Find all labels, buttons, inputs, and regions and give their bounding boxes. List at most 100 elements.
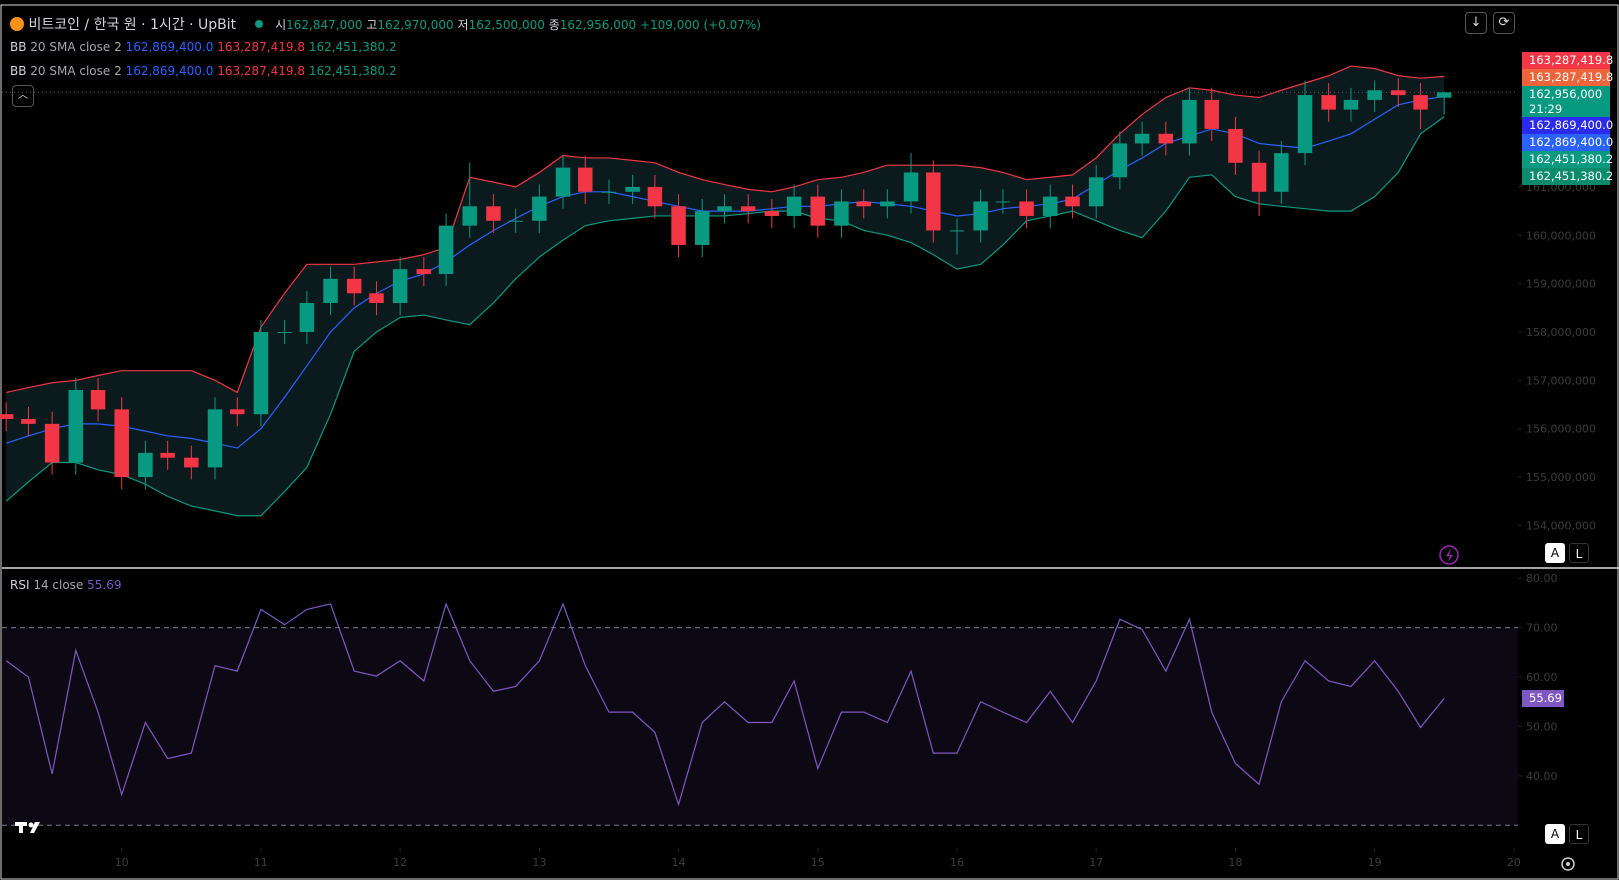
x-tick-label: 20: [1507, 856, 1521, 869]
price-badge: 162,451,380.2: [1522, 151, 1613, 168]
y-tick-label: 155,000,000: [1526, 471, 1596, 484]
price-badge-label: 163,287,419.8: [1529, 53, 1614, 67]
candle-body: [1043, 196, 1058, 216]
candle-body: [1182, 99, 1197, 144]
indicator-value: 55.69: [87, 578, 122, 592]
y-tick-label: 160,000,000: [1526, 229, 1596, 242]
price-badge: 163,287,419.8: [1522, 52, 1614, 69]
candle-body: [1321, 95, 1336, 110]
indicator-params: 20 SMA close 2: [30, 40, 122, 54]
x-tick-label: 14: [672, 856, 686, 869]
candle-body: [532, 196, 547, 221]
candle-body: [299, 302, 315, 332]
candle-body: [0, 414, 14, 420]
log-scale-button[interactable]: L: [1569, 543, 1589, 563]
auto-scale-button[interactable]: A: [1545, 824, 1565, 844]
candle-body: [834, 201, 849, 226]
alert-icon-bolt: [1446, 549, 1453, 562]
band-fill: [6, 66, 1445, 516]
price-badge-label: 162,869,400.0: [1529, 118, 1614, 132]
indicator-value: 163,287,419.8: [217, 64, 305, 78]
indicator-name: RSI: [10, 578, 30, 592]
candle-body: [68, 390, 84, 463]
collapse-legend-button[interactable]: ︿: [12, 85, 34, 107]
ohlc-key: 종: [548, 18, 560, 32]
indicator-value: 162,869,400.0: [125, 64, 214, 78]
y-tick-label: 156,000,000: [1526, 423, 1596, 436]
candle-body: [717, 206, 732, 212]
frame: [0, 4, 1619, 880]
ohlc-key: 고: [366, 18, 378, 32]
candle-body: [1413, 95, 1428, 110]
price-change: +109,000 (+0.07%): [639, 18, 761, 32]
candle-body: [486, 206, 501, 221]
candle-body: [1343, 99, 1359, 110]
ohlc-key: 시: [275, 18, 287, 32]
candle-body: [880, 201, 895, 207]
indicator-value: 163,287,419.8: [217, 40, 305, 54]
candle-body: [949, 230, 965, 232]
x-tick-label: 17: [1089, 856, 1103, 869]
candle-body: [1274, 153, 1289, 192]
candle-body: [416, 269, 432, 274]
candle-body: [21, 419, 36, 424]
price-badge: 162,869,400.0: [1522, 134, 1613, 151]
candle-body: [184, 457, 199, 468]
candle-body: [160, 452, 175, 458]
indicator-params: 20 SMA close 2: [30, 64, 122, 78]
y-tick-label: 158,000,000: [1526, 326, 1596, 339]
candle-body: [601, 191, 617, 193]
indicator-name: BB: [10, 64, 27, 78]
candle-body: [671, 206, 686, 245]
candle-body: [926, 172, 941, 231]
price-badge-label: 162,956,000: [1529, 87, 1603, 101]
x-tick-label: 12: [393, 856, 407, 869]
coin-icon: [10, 17, 24, 31]
candle-body: [230, 409, 245, 415]
candle-body: [1088, 177, 1104, 207]
y-tick-label: 40.00: [1526, 770, 1558, 783]
countdown: 21:29: [1529, 102, 1563, 116]
reset-button[interactable]: ⟳: [1493, 12, 1515, 34]
candle-body: [277, 331, 292, 333]
tv-logo: [15, 822, 40, 833]
log-scale-button[interactable]: L: [1569, 824, 1589, 844]
indicator-value: 162,451,380.2: [308, 40, 397, 54]
candle-body: [1112, 143, 1128, 178]
x-tick-label: 11: [254, 856, 268, 869]
indicator-value: 162,451,380.2: [308, 64, 397, 78]
candle-body: [207, 409, 223, 468]
alert-icon[interactable]: [1439, 545, 1459, 565]
scroll-down-button[interactable]: ↓: [1465, 12, 1487, 34]
rsi-line: [5, 602, 1445, 807]
candle-body: [810, 196, 826, 226]
candle-body: [44, 423, 60, 463]
candle-body: [323, 278, 338, 303]
settings-icon[interactable]: [1561, 857, 1575, 871]
rsi-band-fill: [2, 627, 1518, 826]
y-tick-label: 70.00: [1526, 622, 1558, 635]
candle-body: [995, 201, 1011, 203]
rsi-pane: 40.00 50.00 60.00 70.00 80.00: [2, 572, 1558, 826]
indicator-params: 14 close: [33, 578, 84, 592]
candle-body: [508, 220, 523, 222]
candle-body: [1065, 196, 1080, 207]
auto-scale-button[interactable]: A: [1545, 543, 1565, 563]
symbol-header: 비트코인 / 한국 원 · 1시간 · UpBit 시162,847,000 고…: [10, 14, 761, 34]
candle-body: [1251, 162, 1267, 192]
rsi-legend: RSI 14 close 55.69: [10, 578, 122, 592]
candle-body: [740, 206, 756, 212]
x-tick-label: 15: [811, 856, 825, 869]
candle-body: [462, 206, 477, 226]
x-tick-label: 19: [1368, 856, 1382, 869]
y-tick-label: 157,000,000: [1526, 374, 1596, 387]
y-tick-label: 159,000,000: [1526, 278, 1596, 291]
rsi-badge: 55.69: [1522, 690, 1564, 707]
indicator-value: 162,869,400.0: [125, 40, 214, 54]
ohlc-key: 저: [457, 18, 469, 32]
x-tick-label: 10: [115, 856, 129, 869]
candle-body: [764, 211, 780, 216]
y-tick-label: 154,000,000: [1526, 519, 1596, 532]
